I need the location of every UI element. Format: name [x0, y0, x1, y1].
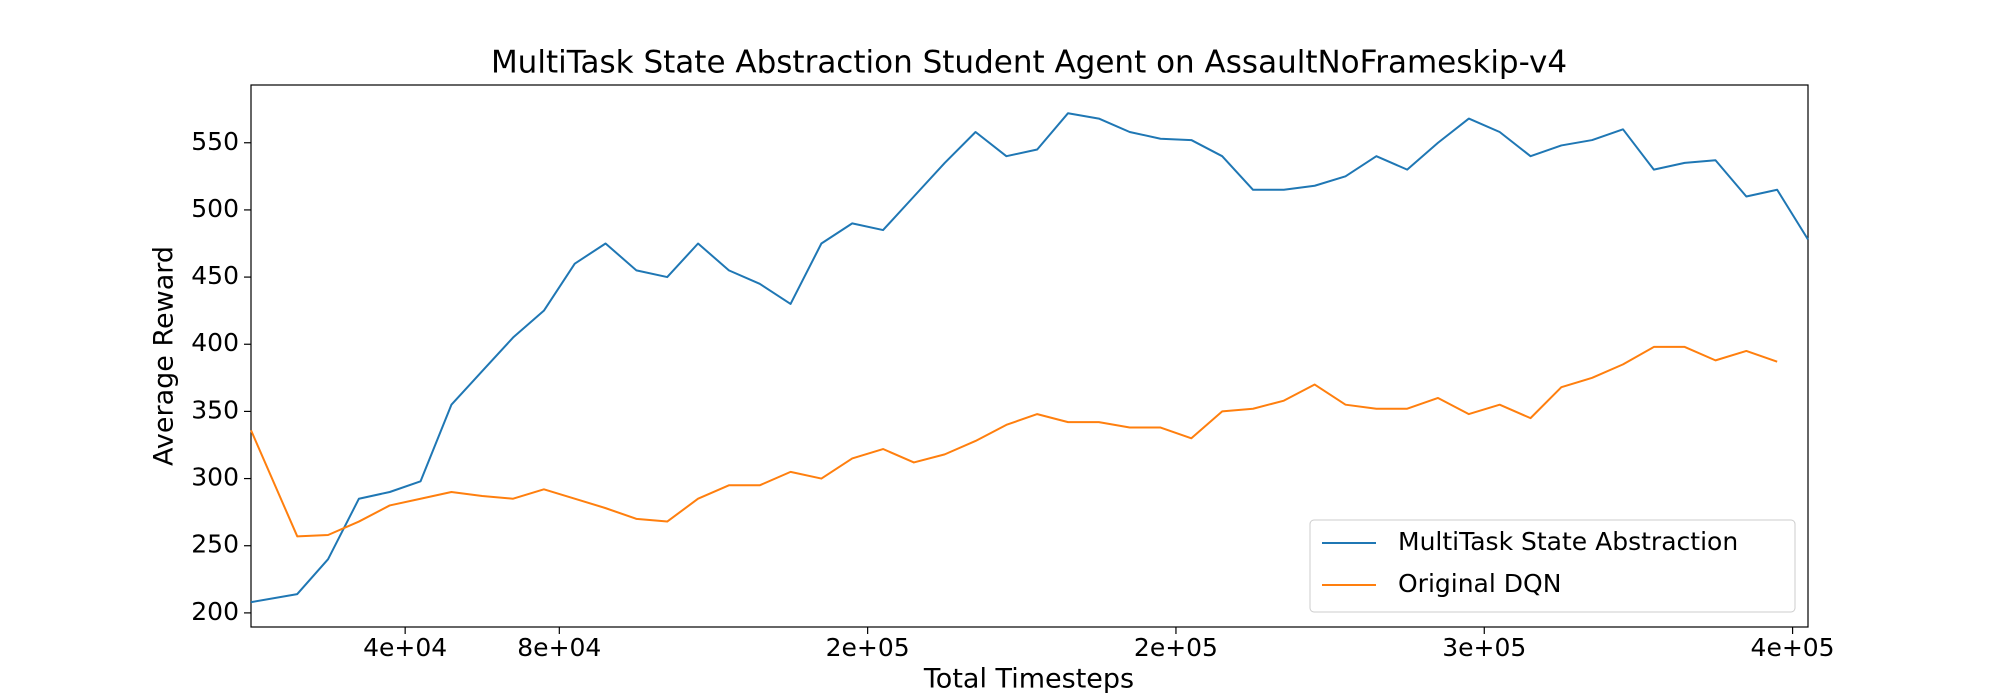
x-tick-label: 2e+05 [826, 633, 910, 662]
x-tick-label: 4e+04 [363, 633, 447, 662]
y-tick-label: 450 [191, 261, 239, 290]
x-axis-label: Total Timesteps [923, 664, 1134, 695]
legend: MultiTask State Abstraction Original DQN [1309, 519, 1796, 613]
y-tick-label: 500 [191, 194, 239, 223]
y-tick-label: 400 [191, 328, 239, 357]
x-tick-label: 2e+05 [1134, 633, 1218, 662]
x-tick-label: 3e+05 [1442, 633, 1526, 662]
y-tick-label: 300 [191, 463, 239, 492]
legend-label: Original DQN [1398, 569, 1561, 598]
y-tick-label: 350 [191, 395, 239, 424]
y-tick-label: 250 [191, 530, 239, 559]
y-tick-label: 200 [191, 597, 239, 626]
y-axis-label: Average Reward [149, 246, 180, 466]
legend-box [1309, 519, 1796, 613]
y-tick-label: 550 [191, 127, 239, 156]
x-tick-label: 8e+04 [517, 633, 601, 662]
series-line [250, 112, 1809, 604]
x-tick-label: 4e+05 [1751, 633, 1835, 662]
legend-label: MultiTask State Abstraction [1398, 527, 1738, 556]
chart-title: MultiTask State Abstraction Student Agen… [491, 45, 1567, 81]
plot-area [250, 84, 1809, 628]
series-line [250, 345, 1778, 538]
